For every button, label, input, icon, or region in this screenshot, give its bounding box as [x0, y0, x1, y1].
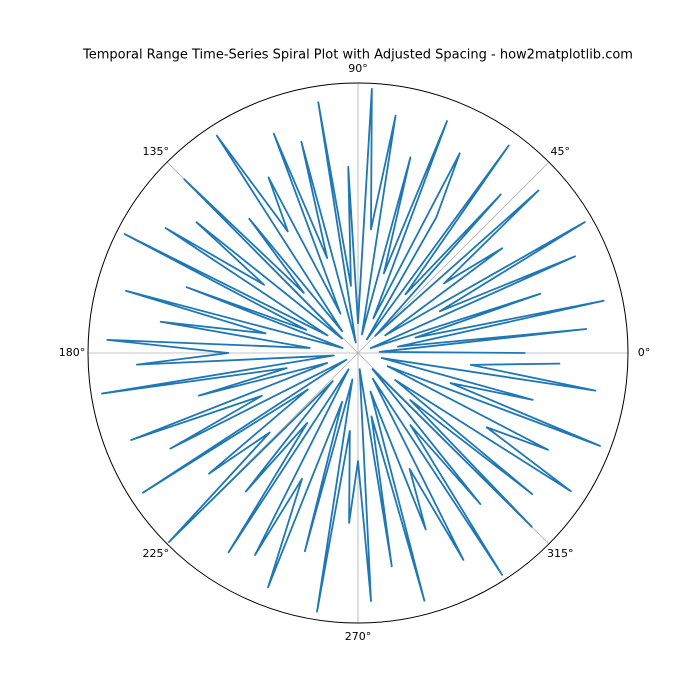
x-tick-label: 135°: [143, 145, 170, 158]
chart-title: Temporal Range Time-Series Spiral Plot w…: [82, 48, 633, 63]
grid-line: [357, 161, 550, 354]
x-tick-label: 270°: [345, 630, 372, 643]
polar-frame: [87, 82, 629, 624]
series-line: [101, 87, 605, 613]
x-tick-label: 90°: [348, 62, 368, 75]
x-tick-label: 315°: [547, 547, 574, 560]
x-tick-label: 225°: [143, 547, 170, 560]
x-tick-label: 180°: [59, 346, 86, 359]
x-tick-label: 45°: [550, 145, 570, 158]
x-tick-label: 0°: [638, 346, 651, 359]
